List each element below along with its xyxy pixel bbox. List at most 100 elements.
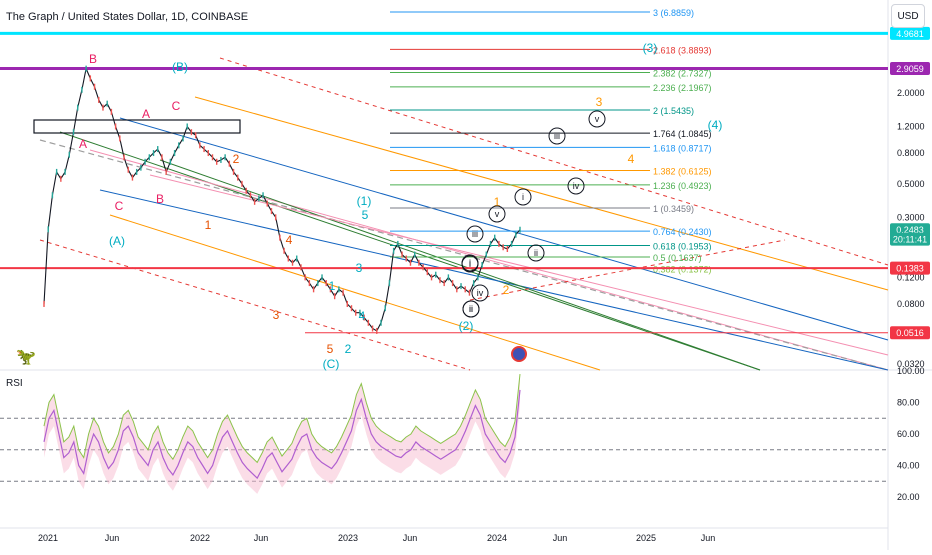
channel-line-1	[194, 96, 889, 291]
roman-wave-circle-3	[588, 110, 606, 128]
roman-wave-circle-7	[488, 205, 506, 223]
wave-label-1: B	[89, 52, 97, 66]
fib-level-label-1: 3 (6.8859)	[653, 8, 694, 18]
time-axis-label-9: 2025	[636, 533, 656, 543]
wave-label-27: 2	[503, 283, 510, 297]
rsi-axis-label-3: 60.00	[897, 429, 920, 439]
roman-wave-label-4: i	[522, 192, 524, 202]
roman-wave-label-8: i	[469, 258, 471, 268]
time-axis-label-1: 2021	[38, 533, 58, 543]
wave-label-15: 3	[356, 261, 363, 275]
fib-level-label-6: 1.764 (1.0845)	[653, 129, 712, 139]
tradingview-logo-icon: 🦖	[16, 349, 36, 366]
channel-line-5	[39, 139, 889, 371]
currency-button[interactable]: USD	[891, 4, 925, 28]
fib-level-label-14: 0.382 (0.1372)	[653, 265, 712, 275]
time-axis-label-5: 2023	[338, 533, 358, 543]
range-box	[33, 119, 241, 134]
wave-label-5: C	[172, 99, 181, 113]
roman-wave-circle-4	[514, 188, 532, 206]
price-axis-label-1: 2.0000	[897, 88, 925, 98]
wave-label-21: (2)	[459, 319, 474, 333]
fib-level-label-10: 1 (0.3459)	[653, 204, 694, 214]
price-tag-5	[890, 261, 930, 275]
roman-wave-circle-5	[527, 244, 545, 262]
wave-label-3: A	[142, 107, 150, 121]
channel-line-7	[109, 214, 601, 371]
price-tag-label-1: 4.9681	[896, 29, 924, 39]
wave-label-25: 4	[628, 152, 635, 166]
price-axis-label-3: 0.8000	[897, 148, 925, 158]
price-tag-label-5: 0.1383	[896, 264, 924, 274]
roman-wave-label-6: iii	[472, 229, 478, 239]
roman-wave-circle-10	[471, 284, 489, 302]
roman-wave-circle-2	[567, 177, 585, 195]
channel-line-10	[159, 159, 761, 371]
roman-wave-label-9: ii	[469, 304, 473, 314]
price-tag-1	[890, 26, 930, 40]
channel-line-2	[119, 117, 889, 341]
wave-label-22: (3)	[643, 41, 658, 55]
rsi-axis-label-2: 80.00	[897, 398, 920, 408]
roman-wave-label-11: i	[469, 259, 471, 269]
channel-line-6	[99, 189, 889, 371]
rsi-band-fill	[44, 374, 520, 494]
us-flag-event-icon[interactable]	[511, 346, 527, 362]
fib-level-label-7: 1.618 (0.8717)	[653, 143, 712, 153]
time-axis-label-10: Jun	[701, 533, 716, 543]
wave-label-6: B	[156, 192, 164, 206]
fib-level-label-4: 2.236 (2.1967)	[653, 83, 712, 93]
wave-label-23: (4)	[708, 118, 723, 132]
roman-wave-label-5: ii	[534, 248, 538, 258]
wave-label-13: (1)	[357, 194, 372, 208]
fib-level-label-13: 0.5 (0.1637)	[653, 253, 702, 263]
wave-label-8: 2	[233, 152, 240, 166]
roman-wave-label-7: v	[495, 209, 500, 219]
wave-label-9: 1	[205, 218, 212, 232]
price-axis-label-8: 0.0320	[897, 359, 925, 369]
wave-label-17: 4	[359, 309, 366, 323]
wave-label-19: 2	[345, 342, 352, 356]
wave-label-4: A	[79, 137, 87, 151]
wave-label-11: 4	[286, 233, 293, 247]
price-tag-label-4: 20:11:41	[893, 235, 927, 245]
fib-level-label-3: 2.382 (2.7327)	[653, 69, 712, 79]
fib-level-label-9: 1.236 (0.4923)	[653, 181, 712, 191]
wave-label-20: (C)	[323, 357, 340, 371]
time-axis-label-6: Jun	[403, 533, 418, 543]
price-tag-6	[890, 326, 930, 340]
wave-label-14: 5	[362, 208, 369, 222]
price-tag-4	[890, 232, 930, 246]
fib-level-label-8: 1.382 (0.6125)	[653, 167, 712, 177]
price-axis-label-4: 0.5000	[897, 179, 925, 189]
price-tag-label-6: 0.0516	[896, 328, 924, 338]
rsi-axis-label-1: 100.00	[897, 366, 925, 376]
wave-label-7: C	[115, 199, 124, 213]
price-axis-label-5: 0.3000	[897, 212, 925, 222]
chart-title: The Graph / United States Dollar, 1D, CO…	[6, 11, 249, 23]
roman-wave-circle-6	[466, 225, 484, 243]
price-tag-label-2: 2.9059	[896, 64, 924, 74]
wave-label-10: (A)	[109, 234, 125, 248]
time-axis-label-4: Jun	[254, 533, 269, 543]
wave-label-24: 3	[596, 95, 603, 109]
price-axis-label-7: 0.0800	[897, 299, 925, 309]
wave-label-26: 1	[494, 195, 501, 209]
time-axis-label-2: Jun	[105, 533, 120, 543]
roman-wave-label-3: v	[595, 114, 600, 124]
roman-wave-circle-12	[462, 300, 480, 318]
price-tag-2	[890, 62, 930, 76]
channel-line-3	[59, 131, 761, 371]
fib-level-label-5: 2 (1.5435)	[653, 106, 694, 116]
fib-level-label-12: 0.618 (0.1953)	[653, 241, 712, 251]
channel-line-8	[39, 239, 471, 371]
wave-label-12: 3	[273, 308, 280, 322]
price-line	[43, 66, 521, 332]
roman-wave-label-1: iii	[554, 131, 560, 141]
wave-label-2: (B)	[172, 60, 188, 74]
rsi-line	[43, 389, 521, 480]
rsi-upper-band	[43, 374, 521, 464]
wave-label-16: 1	[329, 279, 336, 293]
